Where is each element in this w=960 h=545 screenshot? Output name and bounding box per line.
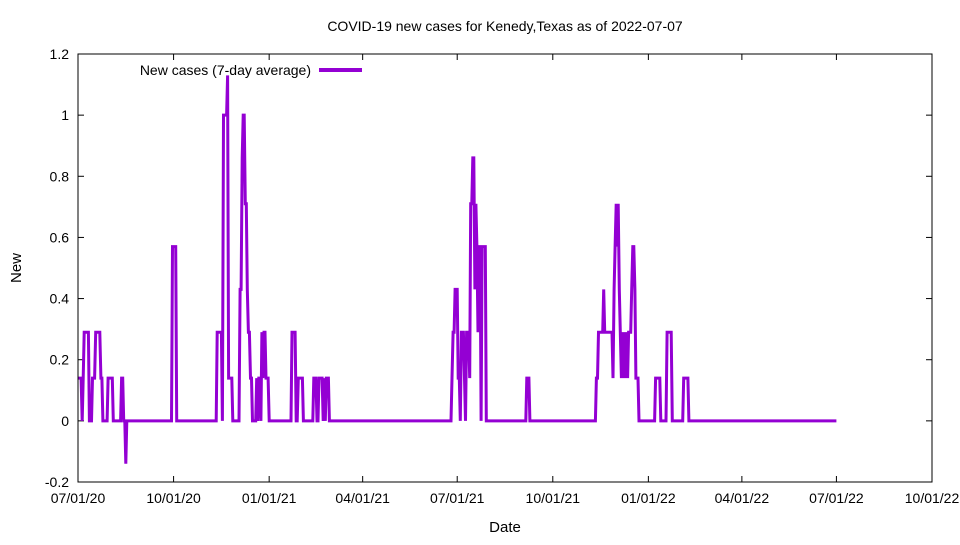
legend: New cases (7-day average) [140, 62, 362, 78]
y-tick-label: 1.2 [50, 46, 70, 62]
x-tick-label: 04/01/21 [335, 490, 390, 506]
x-tick-label: 04/01/22 [715, 490, 770, 506]
plot-frame [77, 53, 933, 483]
y-tick-label: 0.8 [50, 168, 70, 184]
y-tick-label: 1 [61, 107, 69, 123]
x-tick-label: 10/01/21 [526, 490, 581, 506]
x-tick-label: 10/01/22 [905, 490, 960, 506]
series-layer [78, 75, 837, 464]
y-tick-label: -0.2 [45, 474, 69, 490]
x-tick-label: 07/01/20 [51, 490, 106, 506]
chart-title: COVID-19 new cases for Kenedy,Texas as o… [327, 18, 683, 34]
y-tick-label: 0.2 [50, 352, 70, 368]
y-tick-label: 0.6 [50, 229, 70, 245]
x-tick-label: 01/01/21 [242, 490, 297, 506]
y-tick-label: 0.4 [50, 291, 70, 307]
y-axis-label: New [8, 253, 25, 283]
x-tick-label: 07/01/21 [430, 490, 485, 506]
y-tick-label: 0 [61, 413, 69, 429]
x-tick-label: 10/01/20 [146, 490, 201, 506]
axes: -0.2 0 0.2 0.4 0.6 0.8 1 1.2 07/01/20 10/01/20 01/… [45, 46, 960, 506]
legend-label: New cases (7-day average) [140, 62, 311, 78]
x-axis-label: Date [489, 519, 521, 536]
series-line [78, 75, 837, 464]
x-tick-label: 07/01/22 [809, 490, 864, 506]
x-tick-label: 01/01/22 [621, 490, 676, 506]
